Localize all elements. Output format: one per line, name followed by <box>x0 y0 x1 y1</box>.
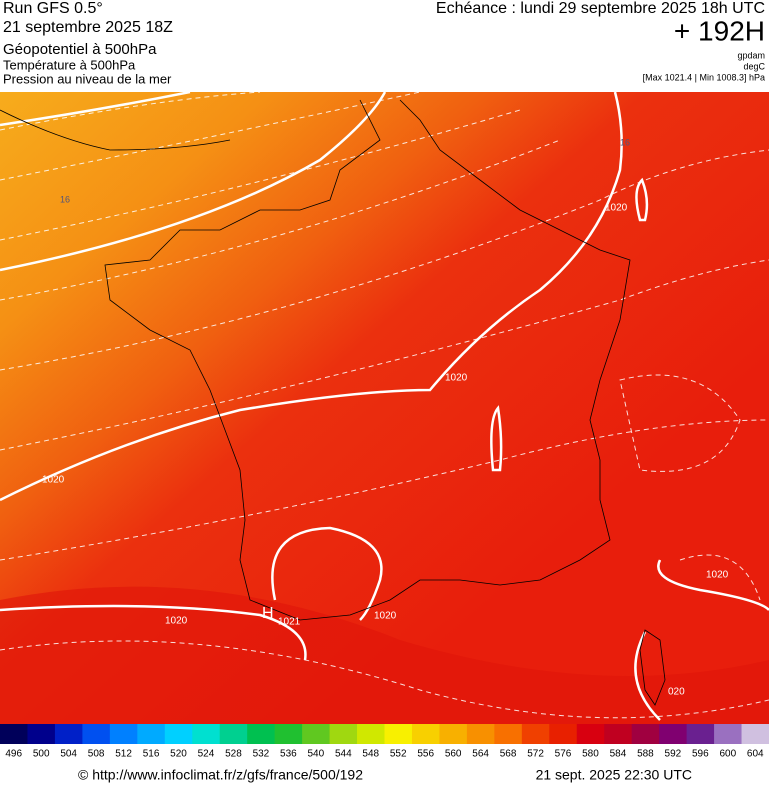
issue-date: 21 sept. 2025 22:30 UTC <box>536 767 692 783</box>
colorbar-label: 508 <box>88 749 105 760</box>
coastline <box>0 99 666 706</box>
colorbar-label: 552 <box>390 749 407 760</box>
colorbar-swatch <box>576 724 605 744</box>
isobar-label: 1020 <box>605 203 628 214</box>
isobar-label: 1020 <box>706 570 729 581</box>
colorbar-label: 560 <box>445 749 462 760</box>
isobar-label: 020 <box>668 687 685 698</box>
colorbar-label: 564 <box>472 749 489 760</box>
colorbar-swatch <box>466 724 495 744</box>
isobar-label: 1020 <box>445 373 468 384</box>
colorbar-swatch <box>274 724 303 744</box>
colorbar-label: 548 <box>362 749 379 760</box>
colorbar-swatch <box>714 724 743 744</box>
colorbar-label: 504 <box>60 749 77 760</box>
colorbar: 496 500 504 508 512 516 520 524 528 532 536 540 544 5… <box>0 724 769 760</box>
echeance: Echéance : lundi 29 septembre 2025 18h U… <box>436 0 765 17</box>
colorbar-label: 576 <box>555 749 572 760</box>
map: 1020 1020 1020 1020 1020 1020 020 H 1021… <box>0 92 769 724</box>
colorbar-swatch <box>521 724 550 744</box>
dark-zone <box>0 586 769 724</box>
colorbar-label: 556 <box>417 749 434 760</box>
colorbar-label: 516 <box>143 749 160 760</box>
colorbar-swatch <box>0 724 28 744</box>
colorbar-swatch <box>384 724 413 744</box>
colorbar-swatch <box>27 724 56 744</box>
colorbar-label: 520 <box>170 749 187 760</box>
colorbar-swatch <box>357 724 385 744</box>
colorbar-label: 572 <box>527 749 544 760</box>
colorbar-swatch <box>659 724 688 744</box>
colorbar-label: 512 <box>115 749 132 760</box>
temperature-label: 16 <box>620 137 630 147</box>
colorbar-swatch <box>109 724 138 744</box>
unit: degC <box>743 61 765 71</box>
colorbar-swatch <box>137 724 166 744</box>
colorbar-swatch <box>741 724 769 744</box>
colorbar-swatch <box>686 724 715 744</box>
colorbar-label: 588 <box>637 749 654 760</box>
colorbar-label: 540 <box>307 749 324 760</box>
title: Run GFS 0.5° <box>3 0 103 17</box>
pressure-range: [Max 1021.4 | Min 1008.3] hPa <box>643 72 765 82</box>
colorbar-swatch <box>54 724 83 744</box>
colorbar-swatch <box>411 724 440 744</box>
isobar-label: 1020 <box>165 616 188 627</box>
layer: Pression au niveau de la mer <box>3 71 172 86</box>
high-pressure: H <box>262 605 274 622</box>
colorbar-label: 544 <box>335 749 352 760</box>
lead-time: + 192H <box>674 15 765 46</box>
isobar-label: 1020 <box>374 611 397 622</box>
colorbar-label: 500 <box>33 749 50 760</box>
colorbar-swatch <box>247 724 276 744</box>
colorbar-swatch <box>329 724 358 744</box>
colorbar-swatch <box>82 724 111 744</box>
colorbar-swatch <box>604 724 633 744</box>
run-date: 21 septembre 2025 18Z <box>3 19 173 36</box>
colorbar-label: 600 <box>719 749 736 760</box>
temperature-label: 16 <box>60 194 70 204</box>
colorbar-swatch <box>494 724 523 744</box>
layer: Géopotentiel à 500hPa <box>3 41 157 58</box>
unit: gpdam <box>737 50 765 60</box>
colorbar-swatch <box>631 724 660 744</box>
colorbar-label: 528 <box>225 749 242 760</box>
isobar-label: 1020 <box>42 475 65 486</box>
colorbar-swatch <box>302 724 331 744</box>
source-url: © http://www.infoclimat.fr/z/gfs/france/… <box>78 767 363 783</box>
colorbar-label: 596 <box>692 749 709 760</box>
colorbar-label: 580 <box>582 749 599 760</box>
colorbar-swatch <box>164 724 193 744</box>
colorbar-swatch <box>549 724 578 744</box>
colorbar-swatch <box>192 724 221 744</box>
temperature-lines <box>0 92 769 719</box>
colorbar-label: 568 <box>500 749 517 760</box>
layer: Température à 500hPa <box>3 57 136 72</box>
colorbar-swatch <box>439 724 468 744</box>
colorbar-label: 536 <box>280 749 297 760</box>
colorbar-label: 604 <box>747 749 764 760</box>
colorbar-swatch <box>219 724 248 744</box>
colorbar-label: 584 <box>610 749 627 760</box>
colorbar-label: 532 <box>253 749 270 760</box>
colorbar-label: 524 <box>198 749 215 760</box>
colorbar-label: 496 <box>5 749 22 760</box>
high-pressure-value: 1021 <box>278 617 301 628</box>
colorbar-label: 592 <box>665 749 682 760</box>
